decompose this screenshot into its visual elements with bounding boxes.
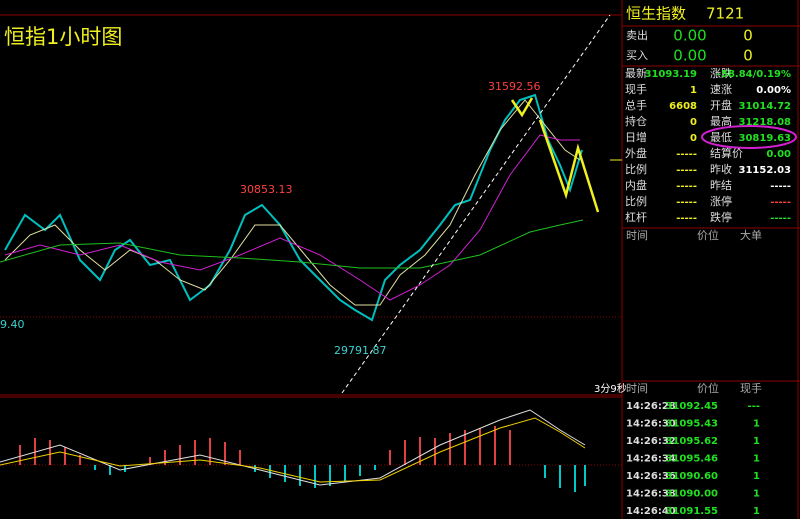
quote-label: 总手 — [625, 98, 647, 112]
quote-value: ----- — [770, 197, 791, 208]
quote-value: 31218.08 — [738, 117, 791, 128]
tick-volume: 1 — [753, 471, 760, 482]
quote-label: 跌停 — [710, 210, 732, 224]
chart-title: 恒指1小时图 — [4, 25, 122, 49]
tick-volume: 1 — [753, 506, 760, 517]
tick-volume: 1 — [753, 489, 760, 500]
tick-time: 14:26:38 — [626, 489, 676, 500]
quote-value: ----- — [676, 149, 697, 160]
order-label: 买入 — [626, 49, 648, 62]
order-label: 卖出 — [626, 28, 648, 42]
quote-label: 结算价 — [710, 146, 743, 160]
quote-label: 比例 — [625, 194, 647, 208]
tick-price: 31095.62 — [665, 436, 718, 447]
quote-label: 速涨 — [710, 83, 732, 96]
quote-label: 最高 — [710, 114, 732, 128]
timer: 3分9秒 — [594, 382, 627, 395]
annotation: 9.40 — [0, 318, 25, 331]
quote-value: 31014.72 — [738, 101, 791, 112]
tick-time: 14:26:40 — [626, 506, 676, 517]
quote-label: 昨结 — [710, 179, 732, 192]
quote-value: 0 — [690, 117, 697, 128]
tick-time: 14:26:36 — [626, 471, 676, 482]
quote-value: 0.00 — [766, 149, 791, 160]
column-header: 时间 — [626, 229, 648, 242]
tick-price: 31090.00 — [665, 489, 718, 500]
tick-price: 31091.55 — [665, 506, 718, 517]
quote-value: ----- — [770, 181, 791, 192]
quote-label: 开盘 — [710, 98, 732, 112]
tick-price: 31092.45 — [665, 401, 718, 412]
quote-label: 昨收 — [710, 162, 732, 176]
column-header: 时间 — [626, 382, 648, 395]
quote-label: 最低 — [710, 131, 732, 144]
price-chart — [0, 14, 622, 394]
quote-value: 30819.63 — [738, 133, 791, 144]
quote-value: 6608 — [669, 101, 697, 112]
column-header: 价位 — [697, 381, 719, 395]
quote-label: 涨停 — [710, 194, 732, 208]
tick-price: 31095.46 — [665, 454, 718, 465]
quote-value: ----- — [676, 213, 697, 224]
tick-volume: --- — [748, 401, 760, 412]
quote-label: 外盘 — [625, 146, 647, 160]
order-price: 0.00 — [673, 27, 706, 45]
column-header: 现手 — [740, 381, 762, 395]
instrument-code: 7121 — [706, 5, 744, 23]
quote-label: 杠杆 — [625, 210, 647, 224]
annotation: 29791.87 — [334, 344, 387, 357]
tick-price: 31090.60 — [665, 471, 718, 482]
quote-value: ----- — [676, 181, 697, 192]
tick-time: 14:26:34 — [626, 454, 676, 465]
quote-value: 31152.03 — [738, 165, 791, 176]
order-volume: 0 — [743, 47, 753, 65]
quote-value: 31093.19 — [644, 69, 697, 80]
quote-label: 涨跌 — [710, 66, 732, 80]
quote-value: 0.00% — [756, 85, 791, 96]
column-header: 价位 — [697, 228, 719, 242]
quote-label: 现手 — [625, 82, 647, 96]
quote-label: 持仓 — [625, 114, 647, 128]
quote-value: -58.84/0.19% — [717, 69, 791, 80]
quote-label: 最新 — [625, 66, 647, 80]
quote-label: 日增 — [625, 130, 647, 144]
column-header: 大单 — [740, 228, 762, 242]
tick-time: 14:26:32 — [626, 436, 676, 447]
quote-value: 0 — [690, 133, 697, 144]
tick-time: 14:26:28 — [626, 401, 676, 412]
order-price: 0.00 — [673, 47, 706, 65]
tick-price: 31095.43 — [665, 419, 718, 430]
quote-value: ----- — [676, 197, 697, 208]
quote-value: 1 — [690, 85, 697, 96]
tick-volume: 1 — [753, 436, 760, 447]
quote-label: 内盘 — [625, 178, 647, 192]
quote-value: ----- — [770, 213, 791, 224]
quote-value: ----- — [676, 165, 697, 176]
tick-volume: 1 — [753, 454, 760, 465]
annotation: 31592.56 — [488, 80, 541, 93]
order-volume: 0 — [743, 27, 753, 45]
highlight — [701, 125, 797, 149]
annotation: 30853.13 — [240, 183, 293, 196]
quote-label: 比例 — [625, 162, 647, 176]
tick-time: 14:26:30 — [626, 419, 676, 430]
instrument-name: 恒生指数 — [626, 5, 686, 23]
tick-volume: 1 — [753, 419, 760, 430]
macd — [0, 409, 586, 492]
